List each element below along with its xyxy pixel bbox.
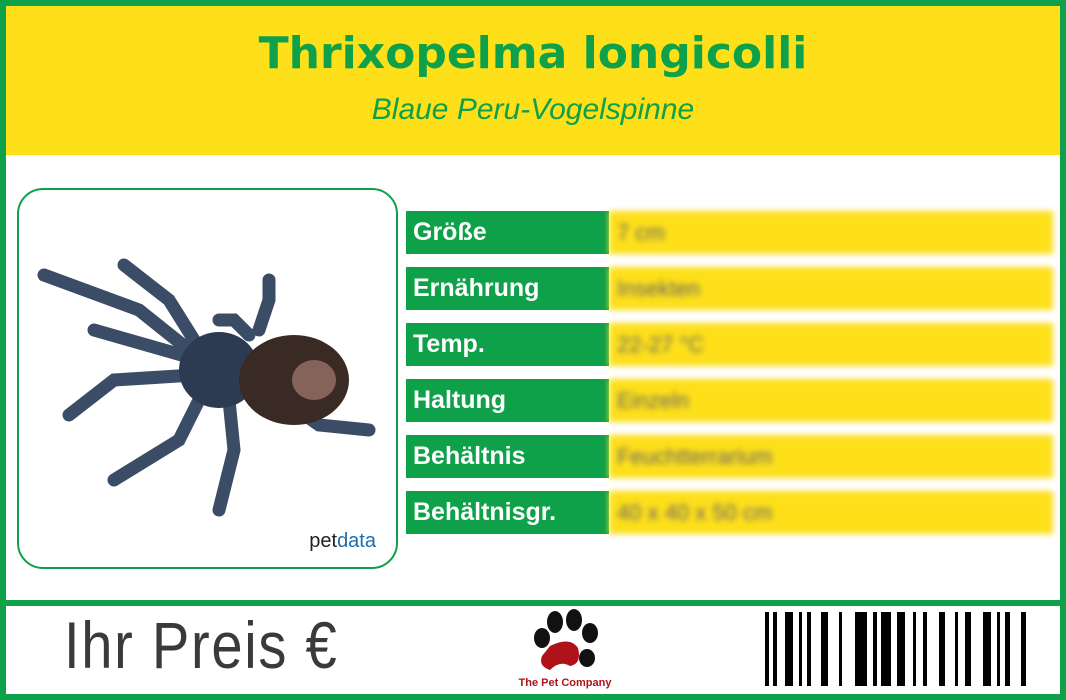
spec-row-keeping: Haltung Einzeln bbox=[406, 379, 1053, 422]
barcode-bar bbox=[913, 612, 916, 686]
petdata-logo: petdata bbox=[309, 530, 376, 552]
species-title: Thrixopelma longicolli bbox=[258, 28, 808, 79]
barcode-bar bbox=[821, 612, 828, 686]
barcode-bar bbox=[955, 612, 958, 686]
barcode-bar bbox=[839, 612, 842, 686]
barcode-bar bbox=[965, 612, 971, 686]
pet-company-logo: The Pet Company bbox=[510, 608, 620, 692]
spec-row-size: Größe 7 cm bbox=[406, 211, 1053, 254]
spec-row-temperature: Temp. 22-27 °C bbox=[406, 323, 1053, 366]
spec-row-enclosure: Behältnis Feuchtterrarium bbox=[406, 435, 1053, 478]
spider-image: petdata bbox=[17, 188, 398, 569]
barcode-bar bbox=[855, 612, 867, 686]
barcode-bar bbox=[983, 612, 991, 686]
price-label: Ihr Preis € bbox=[64, 608, 339, 682]
barcode-bar bbox=[765, 612, 769, 686]
barcode-bar bbox=[773, 612, 777, 686]
common-name: Blaue Peru-Vogelspinne bbox=[371, 93, 695, 126]
barcode-bar bbox=[923, 612, 927, 686]
paw-icon bbox=[534, 609, 598, 670]
barcode-bar bbox=[997, 612, 1000, 686]
footer-divider bbox=[6, 600, 1060, 606]
barcode-bar bbox=[799, 612, 802, 686]
spec-row-enclosure-size: Behältnisgr. 40 x 40 x 50 cm bbox=[406, 491, 1053, 534]
barcode bbox=[765, 612, 1026, 686]
tarantula-illustration bbox=[37, 258, 376, 517]
barcode-bar bbox=[807, 612, 811, 686]
barcode-bar bbox=[785, 612, 793, 686]
barcode-bar bbox=[939, 612, 945, 686]
spec-row-diet: Ernährung Insekten bbox=[406, 267, 1053, 310]
barcode-bar bbox=[1021, 612, 1026, 686]
barcode-bar bbox=[873, 612, 877, 686]
barcode-bar bbox=[1005, 612, 1010, 686]
barcode-bar bbox=[881, 612, 891, 686]
header: Thrixopelma longicolli Blaue Peru-Vogels… bbox=[6, 6, 1060, 155]
barcode-bar bbox=[897, 612, 905, 686]
